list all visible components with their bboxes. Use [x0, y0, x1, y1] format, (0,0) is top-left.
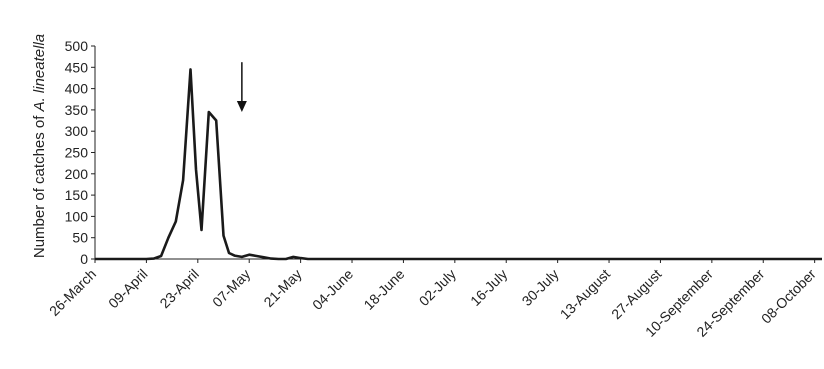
y-tick-label: 500	[65, 38, 89, 54]
arrow-head	[236, 101, 247, 113]
svg-text:Number of catches of A. lineat: Number of catches of A. lineatella	[31, 34, 48, 258]
x-tick-label: 21-May	[260, 266, 304, 310]
x-tick-label: 09-April	[105, 266, 150, 311]
x-tick-label: 23-April	[156, 266, 201, 311]
x-tick-label: 30-July	[519, 266, 562, 309]
y-axis-label-text: Number of catches of	[31, 111, 48, 258]
x-tick-label: 16-July	[467, 266, 510, 309]
y-tick-label: 50	[72, 230, 88, 246]
series-line	[95, 68, 822, 261]
annotations	[236, 62, 247, 113]
x-tick-label: 02-July	[416, 266, 459, 309]
x-ticks: 26-March 09-April 23-April 07-May 21-May 04-J…	[46, 259, 819, 340]
y-axis-label-species: A. lineatella	[31, 34, 48, 113]
y-tick-label: 350	[65, 102, 89, 118]
y-tick-label: 450	[65, 59, 89, 75]
series-layer	[95, 68, 822, 261]
axes	[94, 46, 822, 260]
y-ticks: 0 50 100 150 200 250 300 350 400 450 500	[65, 38, 95, 267]
y-tick-label: 150	[65, 187, 89, 203]
x-tick-label: 18-June	[360, 266, 407, 313]
x-tick-label: 08-October	[758, 266, 819, 327]
x-tick-label: 26-March	[46, 266, 99, 319]
y-tick-label: 250	[65, 145, 89, 161]
x-tick-label: 07-May	[209, 266, 253, 310]
y-tick-label: 400	[65, 81, 89, 97]
y-tick-label: 300	[65, 123, 89, 139]
y-axis-label: Number of catches of A. lineatella	[31, 34, 48, 258]
y-tick-label: 100	[65, 208, 89, 224]
x-tick-label: 04-June	[309, 266, 356, 313]
y-tick-label: 200	[65, 166, 89, 182]
y-tick-label: 0	[80, 251, 88, 267]
x-tick-label: 13-August	[557, 266, 614, 323]
